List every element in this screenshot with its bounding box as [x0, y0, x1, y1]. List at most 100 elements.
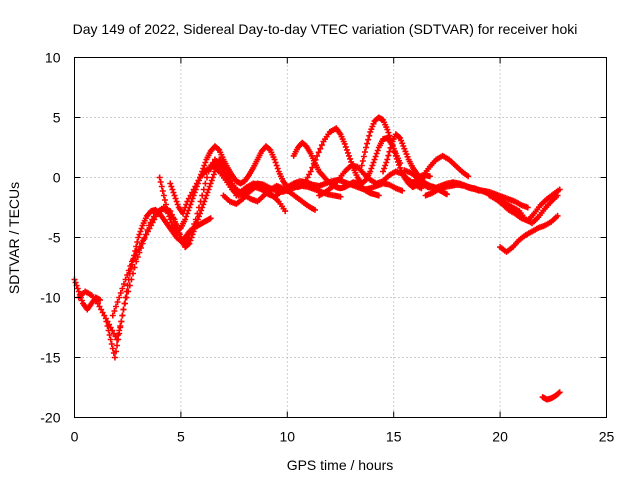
- data-point: [168, 219, 175, 226]
- data-point: [186, 240, 193, 247]
- data-point: [174, 201, 181, 208]
- data-point: [182, 216, 189, 223]
- data-point: [122, 300, 129, 307]
- data-series-arc01: [71, 276, 104, 313]
- data-point: [443, 191, 450, 198]
- grid-layer: [74, 57, 607, 418]
- data-point: [134, 239, 141, 245]
- data-point: [347, 155, 354, 162]
- x-tick-label: 10: [280, 429, 296, 445]
- data-point: [311, 206, 318, 213]
- data-layer: [71, 114, 563, 403]
- data-point: [366, 132, 373, 139]
- data-point: [176, 231, 183, 238]
- data-point: [114, 342, 121, 349]
- data-series-arc20: [539, 389, 563, 403]
- data-point: [556, 186, 563, 193]
- data-point: [105, 327, 112, 334]
- data-point: [384, 126, 391, 133]
- data-point: [166, 213, 173, 220]
- data-point: [183, 213, 190, 220]
- data-point: [109, 345, 116, 352]
- data-point: [394, 158, 401, 165]
- data-point: [168, 183, 175, 190]
- data-point: [158, 183, 165, 190]
- y-tick-label: -15: [40, 350, 60, 366]
- chart-title: Day 149 of 2022, Sidereal Day-to-day VTE…: [73, 21, 578, 37]
- data-point: [202, 180, 209, 187]
- data-point: [272, 159, 279, 166]
- data-point: [125, 288, 132, 295]
- data-series-arc05: [156, 143, 291, 235]
- data-point: [181, 207, 188, 214]
- data-point: [369, 162, 376, 169]
- data-series-arc09: [290, 139, 382, 199]
- data-point: [370, 159, 377, 166]
- data-point: [372, 153, 379, 160]
- data-point: [97, 296, 104, 303]
- data-point: [78, 297, 85, 304]
- x-tick-label: 5: [177, 429, 185, 445]
- data-point: [195, 204, 202, 211]
- data-point: [197, 198, 204, 205]
- data-point: [364, 140, 371, 147]
- y-tick-label: -10: [40, 290, 60, 306]
- data-point: [385, 152, 392, 159]
- data-point: [123, 294, 130, 301]
- x-tick-label: 20: [492, 429, 508, 445]
- data-point: [524, 204, 531, 211]
- data-point: [266, 146, 273, 152]
- data-point: [74, 285, 81, 292]
- data-point: [361, 149, 368, 155]
- data-point: [391, 149, 398, 156]
- data-point: [465, 173, 472, 180]
- data-point: [182, 204, 189, 211]
- data-point: [282, 208, 289, 215]
- data-point: [167, 180, 174, 187]
- data-series-arc18: [486, 186, 563, 224]
- data-point: [554, 212, 561, 219]
- data-point: [109, 312, 116, 319]
- data-point: [315, 149, 322, 156]
- data-point: [194, 210, 201, 217]
- data-point: [375, 192, 382, 199]
- data-point: [359, 158, 366, 164]
- data-point: [273, 162, 280, 169]
- data-point: [200, 186, 207, 193]
- data-point: [386, 148, 393, 155]
- data-point: [396, 134, 403, 140]
- data-point: [119, 285, 126, 292]
- tick-layer: 0 5 10 15 20 25 -20 -15 -10 -5 0 5 10: [40, 50, 614, 445]
- data-point: [137, 228, 144, 235]
- data-point: [200, 165, 207, 172]
- data-point: [317, 145, 324, 152]
- data-series-arc10: [294, 125, 404, 191]
- data-point: [114, 299, 121, 305]
- y-tick-label: 10: [45, 50, 61, 66]
- data-point: [360, 153, 367, 160]
- data-point: [173, 198, 180, 205]
- data-point: [120, 306, 127, 313]
- data-point: [210, 171, 217, 178]
- data-point: [178, 236, 185, 242]
- data-point: [186, 234, 193, 241]
- data-point: [108, 341, 115, 347]
- data-point: [170, 215, 177, 222]
- y-tick-label: 5: [53, 110, 61, 126]
- data-point: [191, 221, 198, 227]
- data-point: [274, 165, 281, 172]
- data-point: [342, 143, 349, 150]
- data-point: [111, 354, 118, 361]
- data-point: [202, 159, 209, 166]
- data-point: [157, 179, 164, 185]
- data-point: [130, 270, 137, 277]
- x-axis-label: GPS time / hours: [287, 457, 394, 473]
- data-point: [373, 150, 380, 157]
- data-point: [343, 146, 350, 153]
- data-point: [156, 174, 163, 181]
- data-point: [381, 165, 388, 172]
- data-point: [126, 282, 133, 289]
- data-point: [371, 156, 378, 163]
- data-point: [112, 348, 119, 355]
- data-point: [314, 152, 321, 159]
